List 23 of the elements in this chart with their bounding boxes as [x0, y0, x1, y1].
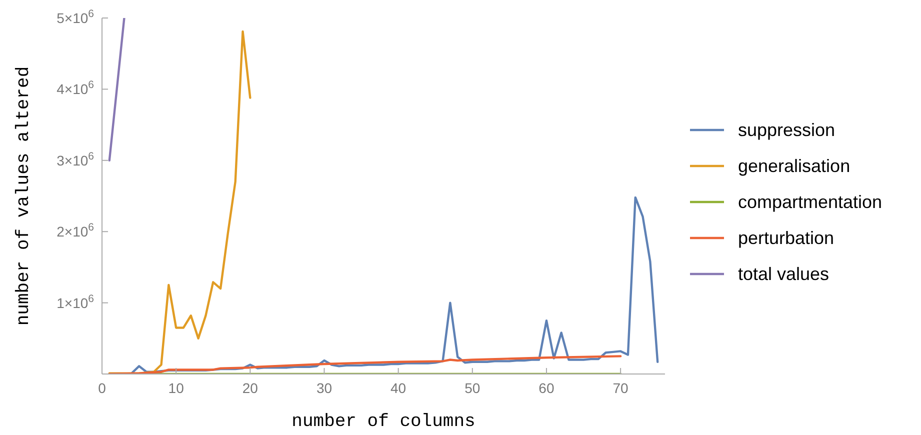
x-tick-label: 70 [612, 380, 629, 396]
y-tick-label: 2×10$^{6}$ [56, 222, 94, 240]
legend-label: perturbation [738, 228, 834, 248]
legend-label: compartmentation [738, 192, 882, 212]
x-tick-label: 10 [168, 380, 184, 396]
y-tick-label: 5×10$^{6}$ [56, 8, 94, 26]
line-series [108, 355, 622, 374]
y-tick-label: 3×10$^{6}$ [56, 150, 94, 168]
legend-label: total values [738, 264, 830, 284]
x-tick-label: 40 [390, 380, 406, 396]
y-tick-label: 1×10$^{6}$ [56, 292, 94, 311]
x-axis-title: number of columns [292, 412, 476, 432]
line-series [108, 30, 252, 374]
x-tick-label: 50 [464, 380, 480, 396]
y-axis-title: number of values altered [14, 66, 34, 326]
legend-label: suppression [738, 120, 836, 140]
x-tick-label: 60 [538, 380, 554, 396]
x-tick-label: 30 [316, 380, 332, 396]
y-tick-label: 4×10$^{6}$ [56, 79, 94, 98]
x-tick-label: 20 [242, 380, 258, 396]
x-tick-label: 0 [98, 380, 106, 396]
legend-label: generalisation [738, 156, 850, 176]
line-series [130, 196, 659, 374]
